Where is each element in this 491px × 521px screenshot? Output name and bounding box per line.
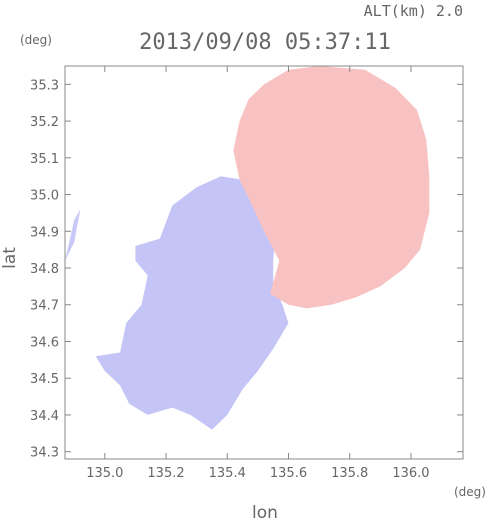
axis-ticks: 135.0 135.2 135.4 135.6 135.8 136.0 34.3 34.4 34…	[30, 66, 463, 481]
region-receding	[233, 66, 430, 309]
x-tick-label: 135.4	[209, 466, 246, 481]
region-approaching-west-patch	[65, 209, 81, 261]
x-unit-label: (deg)	[454, 485, 486, 499]
y-tick-label: 34.8	[30, 262, 59, 277]
x-tick-label: 135.8	[331, 466, 368, 481]
region-approaching	[95, 176, 289, 430]
x-tick-label: 136.0	[392, 466, 429, 481]
x-tick-label: 135.2	[147, 466, 184, 481]
velocity-field	[65, 66, 430, 430]
y-tick-label: 34.9	[30, 225, 59, 240]
y-tick-label: 34.3	[30, 446, 59, 461]
y-tick-label: 34.4	[30, 409, 59, 424]
plot-frame	[64, 65, 464, 460]
timestamp-title: 2013/09/08 05:37:11	[139, 30, 391, 55]
y-tick-label: 34.7	[30, 299, 59, 314]
y-axis-label: lat	[0, 247, 20, 269]
y-tick-label: 34.5	[30, 372, 59, 387]
x-tick-label: 135.6	[270, 466, 307, 481]
altitude-label: ALT(km) 2.0	[364, 2, 463, 20]
y-tick-label: 35.2	[30, 115, 59, 130]
y-tick-label: 35.1	[30, 152, 59, 167]
y-tick-label: 34.6	[30, 335, 59, 350]
x-tick-label: 135.0	[86, 466, 123, 481]
y-tick-label: 35.0	[30, 189, 59, 204]
y-unit-label: (deg)	[20, 33, 52, 47]
y-tick-label: 35.3	[30, 78, 59, 93]
x-axis-label: lon	[252, 503, 278, 521]
